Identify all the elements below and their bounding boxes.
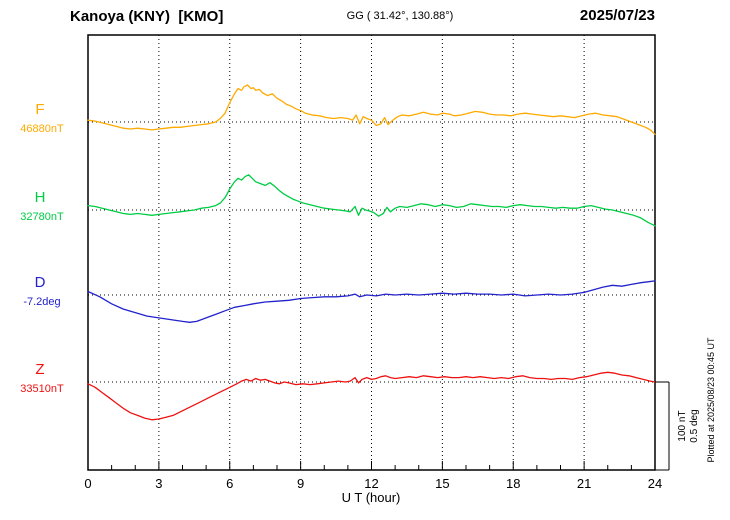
- x-tick-label-21: 21: [576, 476, 592, 491]
- trace-D: [87, 280, 656, 323]
- channel-label-F: F: [35, 101, 45, 118]
- x-tick-label-18: 18: [506, 476, 521, 491]
- channel-value-Z: 33510nT: [20, 383, 64, 395]
- x-tick-label-24: 24: [647, 476, 663, 491]
- scale-bar-deg-label: 0.5 deg: [689, 409, 700, 443]
- x-axis-label: U T (hour): [341, 490, 401, 505]
- channel-label-Z: Z: [35, 361, 45, 378]
- trace-F: [87, 84, 656, 135]
- geographic-coordinates: GG ( 31.42°, 130.88°): [346, 10, 454, 22]
- trace-H: [87, 174, 656, 227]
- channel-label-D: D: [34, 274, 46, 291]
- scale-bar-label: 100 nT 0.5 deg: [677, 382, 701, 470]
- channel-value-D: -7.2deg: [23, 296, 61, 308]
- station-title: Kanoya (KNY) [KMO]: [70, 8, 224, 25]
- plot-frame: [87, 34, 656, 471]
- x-tick-label-15: 15: [435, 476, 450, 491]
- trace-Z: [87, 371, 656, 421]
- x-tick-label-0: 0: [84, 476, 92, 491]
- x-tick-label-6: 6: [226, 476, 234, 491]
- x-tick-label-12: 12: [364, 476, 379, 491]
- plot-date: 2025/07/23: [579, 7, 655, 24]
- channel-label-H: H: [34, 189, 46, 206]
- channel-value-F: 46880nT: [20, 123, 64, 135]
- x-tick-label-3: 3: [155, 476, 163, 491]
- scale-bar-nt-label: 100 nT: [677, 410, 688, 442]
- channel-value-H: 32780nT: [20, 211, 64, 223]
- plotted-at-note: Plotted at 2025/08/23 00:45 UT: [706, 337, 716, 463]
- x-tick-label-9: 9: [297, 476, 305, 491]
